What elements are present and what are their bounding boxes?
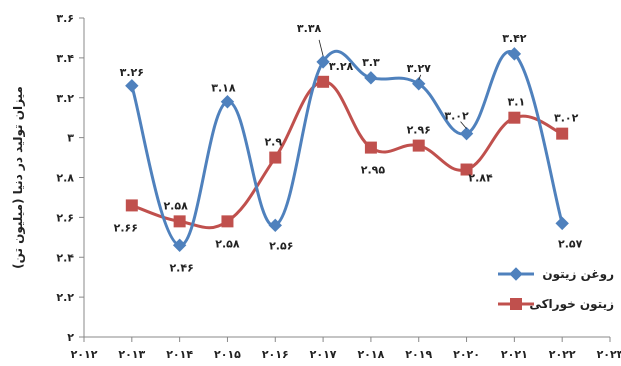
data-label: ۲.۸۴: [468, 172, 493, 185]
x-tick-label: ۲۰۱۶: [262, 348, 289, 361]
data-point: [508, 111, 521, 124]
series-line: [130, 49, 564, 247]
x-tick-label: ۲۰۱۳: [118, 348, 145, 361]
data-point: [556, 127, 569, 140]
legend-marker: [509, 267, 523, 281]
data-point: [507, 47, 522, 61]
axes: ۲ ۲.۲ ۲.۴ ۲.۶ ۲.۸ ۳ ۳.۲ ۳.۴ ۳.۶ ۲۰۱۲ ۲۰۱۳ ۲۰۱۴ ۲۰۱۵ ۲…: [11, 12, 621, 361]
data-labels: ۳.۲۶ ۲.۴۶ ۳.۱۸ ۲.۵۶ ۳.۳۸ ۳.۳ ۳.۲۷ ۳.۰۲ ۳.۴۲ ۲.۵۷ ۲…: [114, 22, 583, 274]
x-tick-label: ۲۰۲۱: [501, 348, 528, 361]
data-point: [412, 139, 425, 152]
data-point: [412, 77, 426, 91]
data-label: ۳.۳۸: [297, 22, 322, 35]
data-point: [364, 141, 377, 154]
data-label: ۳.۰۲: [554, 112, 579, 125]
data-label: ۳.۱: [508, 96, 526, 109]
series-line: [131, 80, 563, 230]
y-tick-label: ۲.۸: [56, 172, 74, 185]
data-label: ۲.۶۶: [114, 221, 138, 234]
leader-line: [460, 121, 467, 129]
y-tick-label: ۳: [67, 132, 74, 145]
data-point: [460, 163, 473, 176]
data-label: ۳.۲۶: [120, 66, 144, 79]
x-tick-label: ۲۰۱۵: [214, 348, 241, 361]
x-tick-label: ۲۰۲۲: [549, 348, 576, 361]
data-label: ۳.۱۸: [211, 82, 236, 95]
y-tick-label: ۳.۶: [56, 12, 74, 25]
data-label: ۳.۴۲: [502, 32, 527, 45]
legend-marker: [510, 298, 522, 310]
data-label: ۲.۹۵: [361, 164, 386, 177]
data-label: ۲.۵۶: [269, 239, 293, 252]
y-tick-label: ۲.۴: [56, 251, 74, 264]
x-tick-label: ۲۰۱۲: [71, 348, 98, 361]
data-point: [555, 216, 569, 231]
legend: روغن زیتون زیتون خوراکی: [478, 258, 616, 322]
data-point: [125, 79, 139, 93]
leader-line: [418, 74, 422, 80]
data-point: [173, 215, 186, 228]
data-label: ۳.۰۲: [444, 110, 469, 123]
data-label: ۲.۵۸: [215, 237, 240, 250]
series-layer: [125, 47, 569, 252]
data-label: ۲.۵۸: [163, 199, 188, 212]
data-point: [459, 126, 474, 141]
series-table-olives: [125, 75, 569, 230]
data-label: ۳.۲۸: [329, 60, 354, 73]
data-point: [317, 75, 330, 88]
x-tick-label: ۲۰۱۸: [357, 348, 384, 361]
data-point: [268, 218, 282, 233]
data-point: [221, 215, 234, 228]
legend-box: [478, 258, 616, 322]
data-label: ۲.۵۷: [558, 237, 583, 250]
y-tick-label: ۲.۲: [56, 291, 74, 304]
data-label: ۳.۳: [362, 56, 380, 69]
data-point: [364, 71, 378, 85]
data-label: ۲.۹۶: [407, 124, 431, 137]
x-tick-label: ۲۰۲۳: [597, 348, 621, 361]
data-label: ۲.۹: [264, 136, 282, 149]
y-tick-label: ۲: [67, 331, 74, 344]
series-olive-oil: [125, 47, 569, 252]
y-tick-label: ۲.۶: [56, 211, 74, 224]
data-label: ۲.۴۶: [169, 261, 193, 274]
legend-label: روغن زیتون: [542, 267, 614, 282]
x-tick-label: ۲۰۲۰: [453, 348, 480, 361]
x-tick-label: ۲۰۱۷: [310, 348, 337, 361]
data-point: [220, 95, 235, 109]
leader-line: [318, 39, 324, 56]
data-point: [316, 55, 330, 69]
data-label: ۳.۲۷: [407, 62, 432, 75]
x-tick-label: ۲۰۱۴: [166, 348, 193, 361]
data-point: [125, 199, 138, 212]
data-point: [172, 238, 187, 252]
x-tick-label: ۲۰۱۹: [405, 348, 432, 361]
data-point: [269, 151, 282, 164]
y-tick-label: ۳.۲: [56, 92, 74, 105]
legend-label: زیتون خوراکی: [529, 297, 614, 312]
y-tick-label: ۳.۴: [56, 52, 74, 65]
y-axis-title: میزان تولید در دنیا (میلیون تن): [11, 86, 26, 269]
